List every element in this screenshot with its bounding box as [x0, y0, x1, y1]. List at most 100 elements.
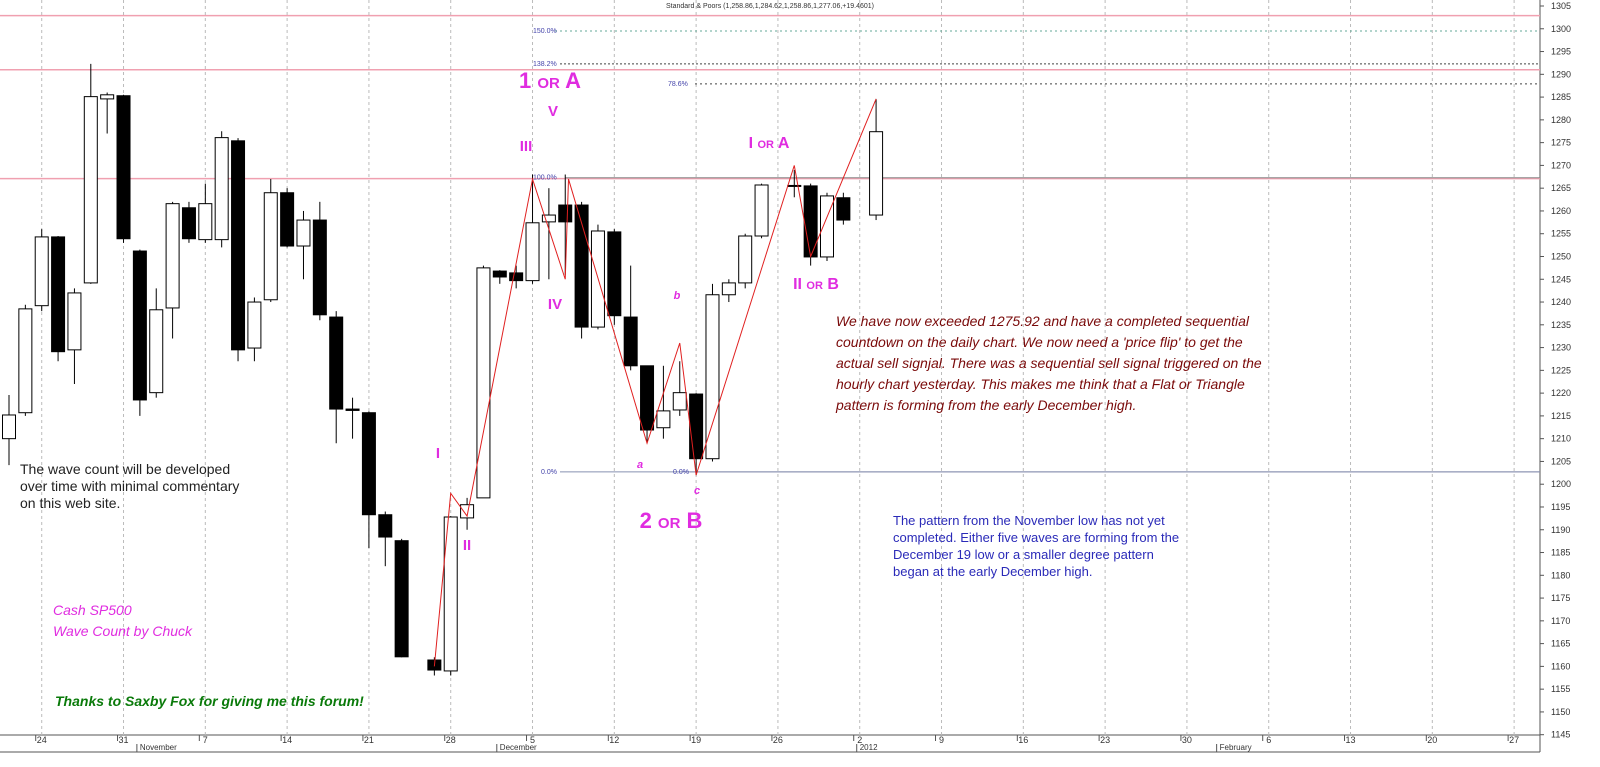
- candle-body: [214, 137, 229, 241]
- candle-body: [820, 195, 834, 258]
- candle-body: [394, 540, 409, 658]
- y-tick-label: 1260: [1551, 206, 1571, 216]
- candle-body: [476, 267, 491, 499]
- annotation: on this web site.: [20, 495, 120, 511]
- x-tick-label: 19: [691, 735, 701, 745]
- annotation: over time with minimal commentary: [20, 478, 239, 494]
- y-tick-label: 1200: [1551, 479, 1571, 489]
- chart-title: Standard & Poors (1,258.86,1,284.62,1,25…: [666, 3, 874, 10]
- x-tick-label: 14: [282, 735, 292, 745]
- y-tick-label: 1275: [1551, 138, 1571, 148]
- annotation: We have now exceeded 1275.92 and have a …: [836, 313, 1250, 329]
- candle-body: [541, 214, 556, 223]
- x-tick-label: 26: [773, 735, 783, 745]
- candle-body: [558, 204, 573, 223]
- y-tick-label: 1245: [1551, 274, 1571, 284]
- y-tick-label: 1255: [1551, 229, 1571, 239]
- fib-label: 150.0%: [533, 28, 557, 35]
- y-tick-label: 1190: [1551, 525, 1570, 535]
- y-tick-label: 1160: [1551, 661, 1570, 671]
- candle-body: [345, 408, 360, 411]
- annotation: December 19 low or a smaller degree patt…: [893, 547, 1154, 562]
- x-tick-label: 16: [1018, 735, 1028, 745]
- annotation: Cash SP500: [53, 602, 132, 618]
- y-tick-label: 1285: [1551, 92, 1571, 102]
- candle-body: [263, 192, 278, 301]
- y-tick-label: 1225: [1551, 365, 1571, 375]
- x-tick-label: 23: [1100, 735, 1110, 745]
- y-tick-label: 1155: [1551, 684, 1570, 694]
- annotation: The wave count will be developed: [20, 461, 230, 477]
- candle-body: [83, 96, 98, 284]
- y-tick-label: 1165: [1551, 639, 1570, 649]
- annotation: actual sell signjal. There was a sequent…: [836, 355, 1262, 371]
- candle-body: [738, 235, 753, 284]
- x-tick-label: 9: [939, 735, 944, 745]
- y-tick-label: 1295: [1551, 47, 1571, 57]
- x-tick-label: 28: [446, 735, 456, 745]
- y-tick-label: 1300: [1551, 24, 1571, 34]
- y-tick-label: 1195: [1551, 502, 1570, 512]
- wave-label: V: [548, 103, 558, 120]
- month-label: November: [140, 743, 177, 752]
- fib-label: 0.0%: [541, 469, 557, 476]
- month-label: 2012: [860, 743, 878, 752]
- candle-body: [100, 94, 115, 100]
- y-tick-label: 1180: [1551, 570, 1570, 580]
- x-tick-label: 13: [1346, 735, 1356, 745]
- candle-body: [132, 250, 147, 401]
- candle-body: [869, 131, 884, 216]
- y-tick-label: 1175: [1551, 593, 1570, 603]
- x-tick-label: 12: [609, 735, 619, 745]
- wave-label: b: [674, 290, 681, 302]
- y-tick-label: 1145: [1551, 730, 1570, 740]
- candle-body: [165, 203, 180, 309]
- x-tick-label: 30: [1182, 735, 1192, 745]
- fib-label: 138.2%: [533, 61, 557, 68]
- y-tick-label: 1210: [1551, 434, 1571, 444]
- y-tick-label: 1280: [1551, 115, 1571, 125]
- candle-body: [361, 412, 376, 516]
- x-tick-label: 24: [37, 735, 47, 745]
- candle-body: [656, 410, 671, 429]
- y-tick-label: 1250: [1551, 251, 1571, 261]
- wave-label: II or B: [793, 276, 839, 293]
- candle-body: [525, 222, 540, 282]
- wave-label: IV: [548, 296, 562, 313]
- x-tick-label: 2: [857, 735, 862, 745]
- candle-body: [721, 282, 736, 296]
- candle-body: [18, 308, 33, 414]
- candle-body: [640, 365, 655, 431]
- x-tick-label: 21: [364, 735, 374, 745]
- candle-body: [67, 292, 82, 351]
- fib-label: 0.0%: [673, 469, 689, 476]
- candle-body: [623, 316, 638, 367]
- wave-label: I or A: [749, 135, 790, 152]
- candle-body: [378, 514, 393, 538]
- candle-body: [231, 140, 246, 351]
- x-tick-label: 7: [203, 735, 208, 745]
- wave-label: I: [436, 445, 440, 462]
- y-tick-label: 1150: [1551, 707, 1570, 717]
- y-tick-label: 1240: [1551, 297, 1571, 307]
- candle-body: [296, 219, 311, 247]
- y-tick-label: 1270: [1551, 160, 1571, 170]
- annotation: countdown on the daily chart. We now nee…: [836, 334, 1243, 350]
- candle-body: [198, 203, 213, 241]
- candle-body: [443, 516, 458, 672]
- candle-body: [149, 309, 164, 394]
- candle-body: [116, 95, 131, 240]
- candle-body: [705, 294, 720, 460]
- fib-label: 78.6%: [668, 81, 688, 88]
- candle-body: [787, 184, 802, 187]
- annotation: completed. Either five waves are forming…: [893, 530, 1179, 545]
- x-tick-label: 5: [530, 735, 535, 745]
- wave-line: [433, 98, 877, 667]
- annotation: The pattern from the November low has no…: [893, 513, 1165, 528]
- y-tick-label: 1205: [1551, 456, 1571, 466]
- wave-label: 2 or B: [640, 508, 703, 533]
- x-tick-label: 31: [119, 735, 129, 745]
- candle-body: [34, 236, 49, 307]
- annotation: pattern is forming from the early Decemb…: [835, 397, 1136, 413]
